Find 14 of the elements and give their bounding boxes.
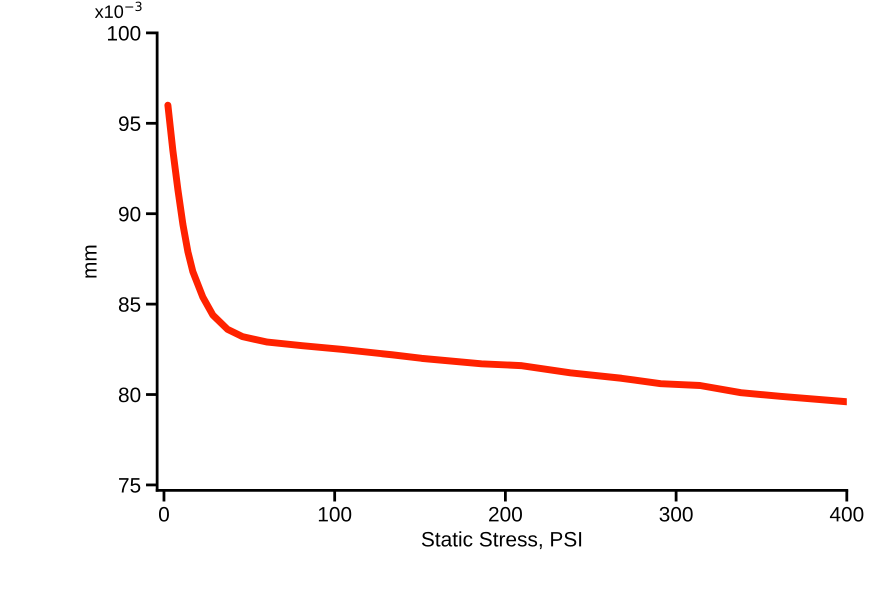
x-tick-label: 200: [489, 506, 522, 522]
x-axis-title: Static Stress, PSI: [422, 531, 582, 550]
x-tick-label: 300: [660, 506, 693, 522]
y-axis-title: mm: [85, 246, 97, 278]
x-tick-label: 0: [158, 506, 169, 522]
x-tick-label: 400: [830, 506, 864, 522]
y-tick-label: 80: [118, 388, 140, 402]
y-tick-label: 75: [119, 478, 140, 493]
y-tick-label: 90: [118, 206, 140, 222]
x-tick-label: 100: [318, 506, 352, 522]
y-tick-label: 85: [118, 297, 140, 312]
text: x10$^{−3}$: [94, 2, 142, 18]
y-tick-label: 100: [108, 26, 140, 41]
y-tick-label: 95: [118, 116, 140, 132]
